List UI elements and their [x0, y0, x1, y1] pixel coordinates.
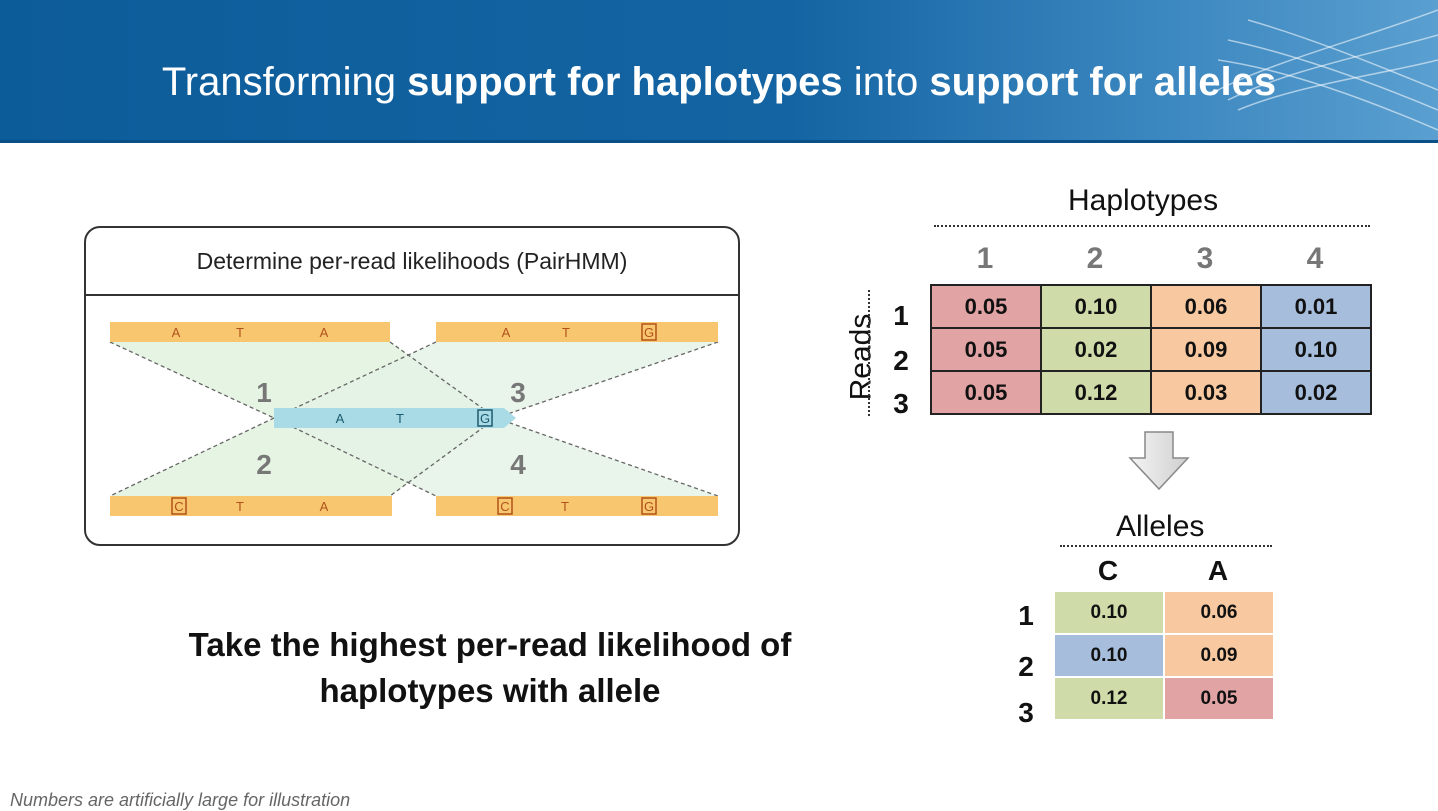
base-letter: A: [172, 325, 181, 340]
base-letter: T: [561, 499, 569, 514]
swoosh-graphic: [1218, 9, 1438, 131]
page-title: Transforming support for haplotypes into…: [0, 58, 1438, 106]
table-cell: 0.09: [1163, 633, 1275, 678]
table-row: 0.12 0.05: [1053, 676, 1275, 721]
caption: Take the highest per-read likelihood of …: [130, 622, 850, 714]
title-banner: Transforming support for haplotypes into…: [0, 0, 1438, 143]
region-label-3: 3: [510, 377, 526, 408]
haplotypes-divider: [934, 225, 1370, 227]
base-letter: T: [396, 411, 404, 426]
allele-row-2: 2: [1018, 651, 1034, 682]
base-letter: T: [236, 325, 244, 340]
table-cell: 0.02: [1040, 327, 1152, 372]
panel-heading: Determine per-read likelihoods (PairHMM): [86, 228, 738, 296]
table-row: 0.10 0.09: [1053, 633, 1275, 678]
table-cell: 0.10: [1053, 633, 1165, 678]
table-cell: 0.10: [1040, 284, 1152, 329]
table-cell: 0.06: [1163, 590, 1275, 635]
table-cell: 0.06: [1150, 284, 1262, 329]
base-letter: A: [320, 499, 329, 514]
region-label-2: 2: [256, 449, 272, 480]
read-row-2: 2: [893, 345, 909, 376]
region-shade-4: [274, 418, 718, 496]
base-letter: T: [562, 325, 570, 340]
table-cell: 0.02: [1260, 370, 1372, 415]
base-letter: C: [500, 499, 509, 514]
caption-line-1: Take the highest per-read likelihood of: [188, 626, 792, 663]
title-part-4: support for alleles: [929, 60, 1277, 104]
base-letter: G: [644, 325, 654, 340]
allele-row-1: 1: [1018, 600, 1034, 631]
read-row-1: 1: [893, 300, 909, 331]
read-bar-top-right: [436, 322, 718, 342]
caption-line-2: haplotypes with allele: [319, 672, 661, 709]
base-letter: G: [644, 499, 654, 514]
table-cell: 0.10: [1260, 327, 1372, 372]
read-bar-bottom-right: [436, 496, 718, 516]
region-label-1: 1: [256, 377, 272, 408]
variant-box: [477, 409, 493, 427]
connector-line: [273, 417, 437, 497]
read-bar-bottom-left: [110, 496, 392, 516]
title-part-1: Transforming: [161, 60, 408, 104]
haplotype-col-3: 3: [1196, 242, 1214, 275]
connector-line: [495, 417, 719, 497]
table-cell: 0.12: [1040, 370, 1152, 415]
table-cell: 0.03: [1150, 370, 1262, 415]
table-cell: 0.12: [1053, 676, 1165, 721]
haplotype-col-1: 1: [976, 242, 994, 275]
haplotype-arrow: [274, 408, 516, 428]
read-row-3: 3: [893, 388, 909, 419]
alleles-divider: [1060, 545, 1272, 547]
reads-divider: [868, 290, 870, 416]
table-cell: 0.05: [1163, 676, 1275, 721]
table-cell: 0.05: [930, 327, 1042, 372]
reads-label: Reads: [844, 313, 878, 401]
base-letter: G: [480, 411, 490, 426]
base-letter: C: [174, 499, 183, 514]
connector-line: [273, 341, 437, 419]
read-bar-top-left: [110, 322, 390, 342]
table-cell: 0.01: [1260, 284, 1372, 329]
haplotype-likelihood-table: 0.05 0.10 0.06 0.01 0.05 0.02 0.09 0.10 …: [930, 284, 1372, 415]
table-row: 0.05 0.10 0.06 0.01: [930, 284, 1372, 329]
pairhmm-panel: Determine per-read likelihoods (PairHMM): [84, 226, 740, 546]
base-letter: T: [236, 499, 244, 514]
region-label-4: 4: [510, 449, 526, 480]
connector-line: [389, 417, 497, 497]
variant-box: [171, 497, 187, 515]
haplotypes-label: Haplotypes: [1068, 184, 1219, 217]
base-letter: A: [502, 325, 511, 340]
haplotype-col-2: 2: [1086, 242, 1104, 275]
alignment-diagram: A T A A T G A T G C T A C T G 1 3 2 4: [109, 322, 719, 516]
region-shade-3: [274, 342, 718, 418]
table-row: 0.10 0.06: [1053, 590, 1275, 635]
variant-box: [641, 323, 657, 341]
base-letter: A: [320, 325, 329, 340]
table-cell: 0.05: [930, 370, 1042, 415]
footnote: Numbers are artificially large for illus…: [10, 790, 351, 810]
variant-box: [497, 497, 513, 515]
allele-col-a: A: [1207, 555, 1229, 586]
connector-line: [109, 341, 275, 419]
connector-line: [109, 417, 275, 497]
table-row: 0.05 0.12 0.03 0.02: [930, 370, 1372, 415]
allele-row-3: 3: [1018, 697, 1034, 728]
table-cell: 0.09: [1150, 327, 1262, 372]
haplotype-col-4: 4: [1306, 242, 1324, 275]
variant-box: [641, 497, 657, 515]
down-arrow-icon: [1128, 431, 1190, 491]
allele-likelihood-table: 0.10 0.06 0.10 0.09 0.12 0.05: [1053, 590, 1275, 721]
title-part-3: into: [842, 60, 930, 104]
table-row: 0.05 0.02 0.09 0.10: [930, 327, 1372, 372]
allele-col-c: C: [1097, 555, 1119, 586]
table-cell: 0.10: [1053, 590, 1165, 635]
base-letter: A: [336, 411, 345, 426]
table-cell: 0.05: [930, 284, 1042, 329]
title-part-2: support for haplotypes: [407, 60, 843, 104]
alleles-label: Alleles: [1116, 510, 1205, 543]
